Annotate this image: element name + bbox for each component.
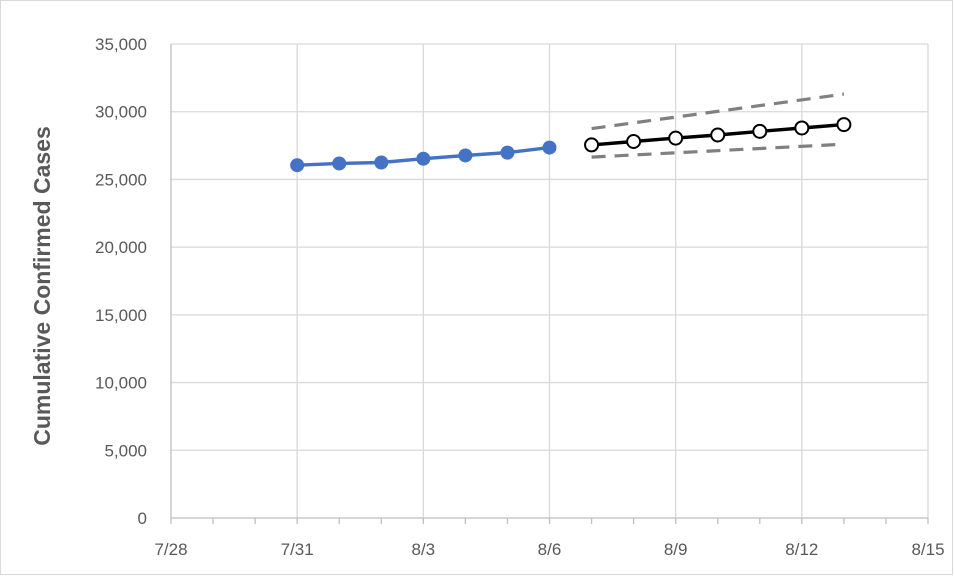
y-tick-label: 20,000	[95, 238, 147, 257]
x-tick-label: 8/9	[664, 540, 688, 559]
tick-labels: 0 5,000 10,000 15,000 20,000 25,000 30,000 35,0…	[95, 35, 945, 559]
series-line-4	[591, 142, 844, 159]
x-tick-label: 8/3	[412, 540, 436, 559]
data-point	[416, 151, 431, 166]
data-point	[836, 117, 852, 133]
data-point	[290, 158, 305, 173]
x-tick-label: 8/12	[785, 540, 818, 559]
y-tick-label: 15,000	[95, 306, 147, 325]
y-axis-title: Cumulative Confirmed Cases	[29, 126, 55, 446]
data-point	[500, 145, 515, 160]
x-tick-label: 8/15	[911, 540, 944, 559]
data-point	[332, 156, 347, 171]
x-tick-label: 7/31	[281, 540, 314, 559]
data-point	[794, 120, 810, 136]
data-point	[374, 155, 389, 170]
y-tick-label: 25,000	[95, 170, 147, 189]
data-point	[458, 148, 473, 163]
y-tick-label: 35,000	[95, 35, 147, 54]
y-tick-label: 0	[138, 509, 147, 528]
x-tick-label: 7/28	[154, 540, 187, 559]
series-line-3	[591, 92, 845, 131]
y-tick-label: 30,000	[95, 103, 147, 122]
data-point	[668, 130, 684, 146]
x-tick-label: 8/6	[538, 540, 562, 559]
y-tick-label: 5,000	[104, 441, 147, 460]
data-point	[626, 134, 642, 150]
y-tick-label: 10,000	[95, 374, 147, 393]
series-group	[290, 92, 852, 173]
data-point	[542, 140, 557, 155]
data-point	[584, 137, 600, 153]
axes	[170, 44, 929, 524]
data-point	[752, 123, 768, 139]
data-point	[710, 127, 726, 143]
